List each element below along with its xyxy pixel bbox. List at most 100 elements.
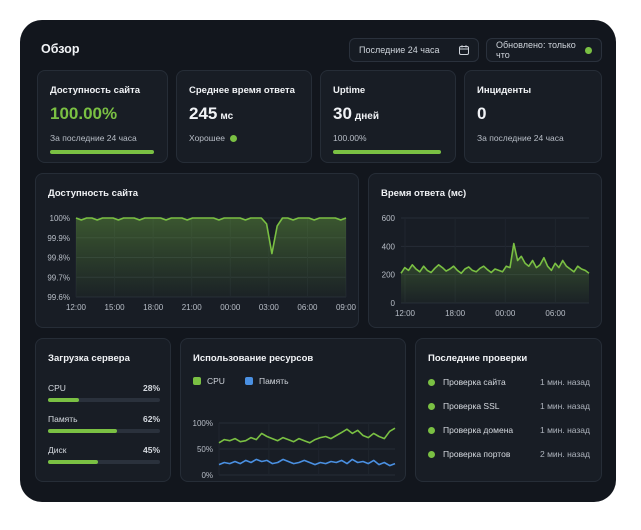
y-tick-label: 200 (382, 271, 396, 280)
series-line-value (75, 217, 347, 255)
x-tick-label: 03:00 (259, 303, 280, 312)
kpi-response-title: Среднее время ответа (189, 85, 295, 96)
kpi-availability-card: Доступность сайта 100.00% За последние 2… (37, 70, 168, 163)
availability-chart-card: Доступность сайта 100% 99.9% 99.8% 99.7% 99.… (35, 173, 359, 328)
resource-legend: CPU Память (193, 376, 289, 386)
status-dot-icon (428, 450, 435, 458)
check-time: 1 мин. назад (539, 425, 590, 435)
series-area (401, 243, 589, 303)
response-chart-title: Время ответа (мс) (381, 188, 467, 199)
recent-checks-card: Последние проверки Проверка сайта 1 мин. … (415, 338, 602, 482)
kpi-uptime-value: 30 (333, 104, 352, 123)
y-tick-label: 0% (201, 471, 213, 480)
y-tick-label: 99.8% (47, 254, 70, 263)
server-load-percent: 28% (142, 383, 160, 393)
y-tick-label: 99.7% (47, 273, 70, 282)
check-name: Проверка портов (443, 449, 511, 459)
server-load-label: CPU (48, 383, 66, 393)
check-time: 2 мин. назад (539, 449, 590, 459)
server-load-fill (48, 429, 117, 433)
kpi-response-sub: Хорошее (189, 133, 226, 143)
x-tick-label: 18:00 (143, 303, 164, 312)
y-tick-label: 600 (382, 214, 396, 223)
series-area (76, 218, 346, 297)
status-dot-icon (428, 426, 435, 434)
status-dot-icon (428, 402, 435, 410)
server-load-row: Диск 45% (48, 445, 160, 467)
resource-chart-title: Использование ресурсов (193, 353, 314, 364)
server-load-track (48, 460, 160, 464)
kpi-incidents-sub: За последние 24 часа (477, 133, 564, 143)
y-tick-label: 400 (382, 242, 396, 251)
kpi-availability-bar (50, 150, 154, 154)
series-line-value (400, 242, 590, 275)
x-tick-label: 00:00 (495, 309, 516, 318)
kpi-response-card: Среднее время ответа 245 мс Хорошее (176, 70, 312, 163)
kpi-uptime-sub: 100.00% (333, 133, 367, 143)
recent-checks-title: Последние проверки (428, 353, 528, 364)
check-time: 1 мин. назад (539, 401, 590, 411)
calendar-icon (459, 45, 469, 55)
y-tick-label: 100% (193, 419, 213, 428)
kpi-availability-title: Доступность сайта (50, 85, 141, 96)
kpi-uptime-card: Uptime 30 дней 100.00% (320, 70, 456, 163)
x-tick-label: 06:00 (297, 303, 318, 312)
x-tick-label: 18:00 (445, 309, 466, 318)
date-range-select[interactable]: Последние 24 часа (349, 38, 479, 62)
series-line-память (218, 458, 396, 467)
y-tick-label: 50% (197, 445, 213, 454)
memory-legend-label: Память (258, 376, 289, 386)
check-row[interactable]: Проверка сайта 1 мин. назад (428, 377, 590, 387)
x-tick-label: 21:00 (182, 303, 203, 312)
series-line-cpu (218, 427, 396, 444)
status-dot-icon (428, 378, 435, 386)
server-load-fill (48, 460, 98, 464)
y-tick-label: 0 (391, 299, 396, 308)
cpu-legend-swatch (193, 377, 201, 385)
kpi-uptime-bar (333, 150, 441, 154)
server-load-track (48, 398, 160, 402)
response-chart: 600 400 200 012:00 18:00 00:00 06:00 (382, 214, 590, 318)
check-row[interactable]: Проверка домена 1 мин. назад (428, 425, 590, 435)
server-load-percent: 62% (142, 414, 160, 424)
server-load-card: Загрузка сервера CPU 28% Память 62% Диск 45% (35, 338, 171, 482)
date-range-label: Последние 24 часа (359, 45, 440, 55)
check-name: Проверка SSL (443, 401, 500, 411)
availability-chart: 100% 99.9% 99.8% 99.7% 99.6%12:00 15:00 18:00 2… (47, 214, 357, 312)
update-status: Обновлено: только что (486, 38, 602, 62)
check-name: Проверка сайта (443, 377, 506, 387)
server-load-row: CPU 28% (48, 383, 160, 405)
check-row[interactable]: Проверка SSL 1 мин. назад (428, 401, 590, 411)
x-tick-label: 12:00 (395, 309, 416, 318)
memory-legend-swatch (244, 377, 253, 385)
response-chart-card: Время ответа (мс) 600 400 200 0 12:00 18:00 00… (368, 173, 602, 328)
kpi-incidents-title: Инциденты (477, 85, 532, 96)
server-load-label: Диск (48, 445, 67, 455)
server-load-label: Память (48, 414, 78, 424)
y-tick-label: 100% (50, 214, 70, 223)
server-load-title: Загрузка сервера (48, 353, 130, 364)
kpi-uptime-unit: дней (354, 111, 380, 122)
cpu-legend-label: CPU (207, 376, 225, 386)
server-load-track (48, 429, 160, 433)
availability-chart-title: Доступность сайта (48, 188, 139, 199)
kpi-response-value: 245 (189, 104, 218, 123)
page-title: Обзор (41, 42, 80, 56)
check-time: 1 мин. назад (539, 377, 590, 387)
status-dot-icon (230, 134, 238, 142)
kpi-response-unit: мс (220, 111, 234, 122)
dashboard-frame: Обзор Последние 24 часа Обновлено: тольк… (20, 20, 616, 502)
server-load-row: Память 62% (48, 414, 160, 436)
x-tick-label: 12:00 (66, 303, 87, 312)
x-tick-label: 00:00 (220, 303, 241, 312)
kpi-availability-sub: За последние 24 часа (50, 133, 137, 143)
kpi-incidents-value: 0 (477, 104, 487, 123)
check-row[interactable]: Проверка портов 2 мин. назад (428, 449, 590, 459)
resource-chart-card: Использование ресурсов CPU Память 100% 50… (180, 338, 406, 482)
kpi-incidents-card: Инциденты 0 За последние 24 часа (464, 70, 602, 163)
x-tick-label: 09:00 (336, 303, 357, 312)
status-dot-icon (585, 46, 592, 54)
y-tick-label: 99.9% (47, 234, 70, 243)
server-load-percent: 45% (142, 445, 160, 455)
